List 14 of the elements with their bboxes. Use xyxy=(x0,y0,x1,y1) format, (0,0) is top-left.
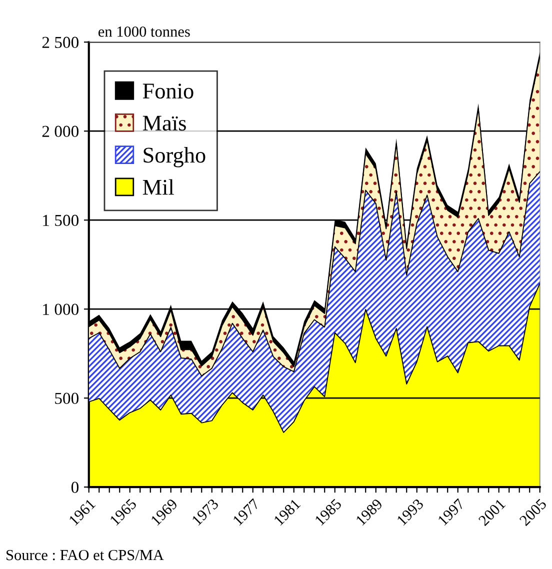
y-axis-title: en 1000 tonnes xyxy=(98,26,190,37)
y-tick-label: 2 000 xyxy=(42,126,79,138)
legend-label: Sorgho xyxy=(144,147,206,168)
y-tick-label: 2 500 xyxy=(42,36,79,48)
legend-label: Mil xyxy=(142,179,174,195)
legend-label: Fonio xyxy=(142,84,194,99)
y-tick-label: 500 xyxy=(55,392,79,404)
x-tick-label: 1981 xyxy=(274,498,301,526)
y-tick-label: 1 000 xyxy=(43,304,79,316)
x-tick-label: 1961 xyxy=(68,498,96,526)
y-tick-label: 1 500 xyxy=(43,214,79,226)
y-tick-label: 0 xyxy=(71,482,79,494)
source-note: Source : FAO et CPS/MA xyxy=(6,550,164,560)
legend-label: Maïs xyxy=(142,116,186,131)
